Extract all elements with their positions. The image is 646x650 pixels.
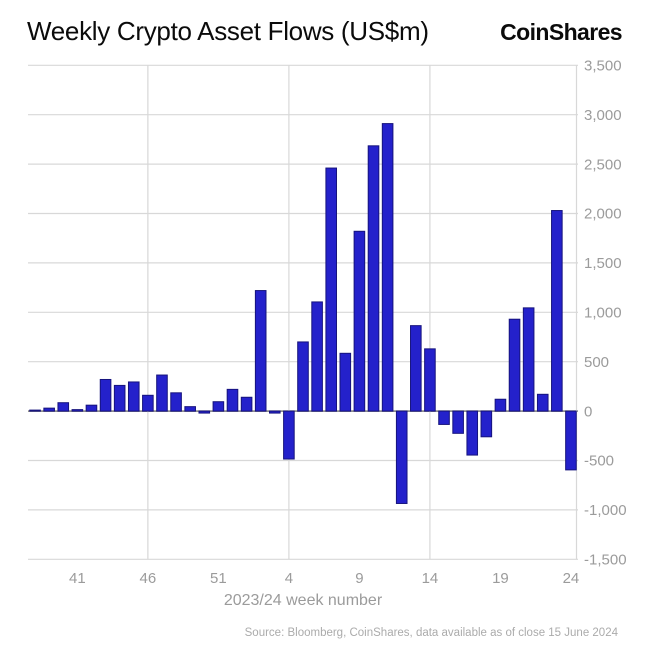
bar-week-3 — [268, 410, 281, 414]
x-tick-label-week-51: 51 — [210, 570, 227, 587]
bar-week-47 — [156, 374, 168, 412]
source-note: Source: Bloomberg, CoinShares, data avai… — [244, 627, 618, 639]
x-tick-label-week-46: 46 — [140, 570, 157, 587]
bar-week-23 — [551, 210, 563, 412]
bar-week-43 — [99, 378, 112, 412]
bar-week-12 — [395, 410, 408, 504]
bar-week-4 — [283, 410, 295, 460]
y-tick-label-3000: 3,000 — [584, 107, 622, 124]
bar-week-9 — [353, 230, 366, 412]
bar-week-14 — [424, 348, 436, 412]
x-tick-label-week-9: 9 — [355, 570, 363, 587]
bar-week-41 — [71, 409, 84, 412]
y-tick-label-2500: 2,500 — [584, 156, 622, 173]
coinshares-logo: CoinShares — [500, 19, 622, 45]
y-tick-label-0: 0 — [584, 403, 592, 420]
y-tick-label--1000: -1,000 — [584, 502, 627, 519]
y-tick-label-1000: 1,000 — [584, 305, 622, 322]
bar-week-15 — [438, 410, 450, 425]
bar-week-6 — [311, 301, 323, 412]
y-tick-label--1500: -1,500 — [584, 552, 627, 569]
x-axis-title: 2023/24 week number — [223, 592, 383, 609]
y-tick-label-3500: 3,500 — [584, 58, 622, 75]
bar-week-1 — [240, 396, 253, 412]
bar-week-7 — [325, 167, 338, 412]
bar-week-20 — [508, 318, 521, 412]
y-tick-label-1500: 1,500 — [584, 255, 622, 272]
bar-week-40 — [57, 402, 70, 412]
bar-week-22 — [536, 393, 549, 412]
bar-week-42 — [85, 404, 98, 412]
x-tick-label-week-4: 4 — [285, 570, 293, 587]
bar-week-17 — [466, 410, 479, 456]
bar-week-24 — [565, 410, 577, 471]
bar-week-21 — [522, 307, 535, 412]
x-tick-label-week-19: 19 — [492, 570, 509, 587]
y-tick-label-2000: 2,000 — [584, 206, 622, 223]
bar-week-45 — [127, 381, 140, 412]
bar-week-39 — [43, 407, 55, 412]
bar-week-11 — [381, 123, 394, 412]
bar-week-2 — [254, 290, 267, 412]
bar-week-8 — [339, 352, 352, 412]
bar-week-18 — [480, 410, 493, 438]
page-title: Weekly Crypto Asset Flows (US$m) — [27, 16, 429, 46]
bar-week-48 — [170, 392, 182, 412]
bar-week-50 — [198, 410, 211, 414]
y-tick-label-500: 500 — [584, 354, 609, 371]
bar-week-5 — [297, 341, 309, 412]
bar-week-16 — [452, 410, 464, 434]
bar-week-19 — [494, 398, 507, 412]
y-tick-label--500: -500 — [584, 453, 614, 470]
x-tick-label-week-41: 41 — [69, 570, 86, 587]
x-tick-label-week-24: 24 — [563, 570, 580, 587]
bar-week-13 — [410, 325, 422, 412]
bar-week-46 — [142, 394, 154, 412]
bar-week-38 — [29, 409, 41, 412]
x-tick-label-week-14: 14 — [422, 570, 439, 587]
bar-week-52 — [226, 388, 239, 412]
bar-week-49 — [184, 406, 196, 412]
bar-week-10 — [367, 145, 380, 412]
bar-week-44 — [113, 384, 126, 412]
bar-week-51 — [212, 401, 225, 412]
